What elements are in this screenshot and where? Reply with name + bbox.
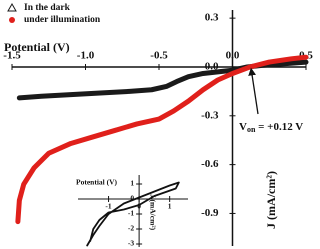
x-tick-label: 0 (137, 202, 141, 211)
y-tick-label: -3 (128, 239, 134, 248)
y-tick-label: 0 (130, 194, 134, 203)
annotation-tail: = +0.12 V (255, 121, 303, 133)
y-tick-label: 1 (130, 179, 134, 188)
annotation-sub: on (247, 125, 256, 134)
x-tick-label: -1.5 (3, 49, 21, 61)
y-axis-label: J (mA/cm²) (148, 194, 157, 231)
x-axis-label: Potential (V) (4, 40, 70, 54)
x-tick-label: -1 (105, 202, 111, 211)
y-tick-label: 0.0 (205, 60, 219, 72)
y-tick-label: -0.9 (201, 207, 219, 219)
x-tick-label: 1 (168, 202, 172, 211)
annotation-arrow (248, 67, 259, 115)
legend-label: under illumination (24, 15, 101, 25)
x-axis-label: Potential (V) (76, 178, 118, 187)
annotation-main: V (239, 121, 247, 133)
x-tick-label: -0.5 (150, 49, 168, 61)
y-tick-label: -0.3 (201, 109, 219, 121)
data-line (86, 181, 180, 247)
legend-label: In the dark (24, 3, 71, 13)
y-axis-label: J (mA/cm²) (264, 171, 278, 229)
y-tick-label: -2 (128, 224, 134, 233)
annotation: Von = +0.12 V (239, 121, 303, 134)
x-tick-label: -1.0 (77, 49, 95, 61)
legend-marker (9, 17, 15, 23)
legend-marker (7, 2, 17, 12)
x-tick-label: 0.0 (226, 49, 240, 61)
y-tick-label: -0.6 (201, 158, 219, 170)
y-tick-label: 0.3 (205, 12, 219, 24)
data-line (15, 54, 309, 225)
y-tick-label: -1 (128, 209, 134, 218)
